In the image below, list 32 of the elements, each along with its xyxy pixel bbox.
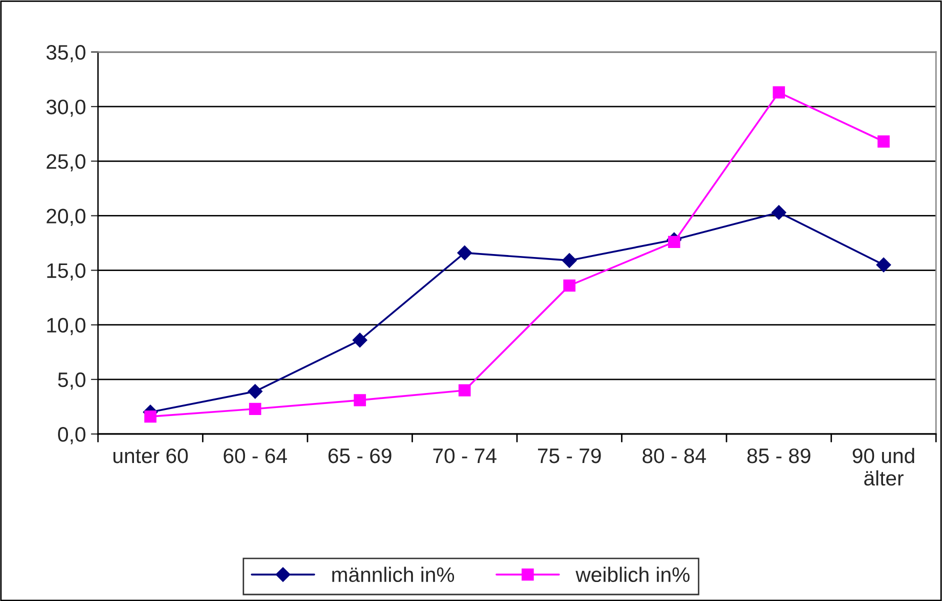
point [249,402,262,415]
point [354,394,366,406]
y-tick-label: 25,0 [46,154,86,172]
y-tick-label: 0,0 [58,427,86,444]
x-tick-label: 80 - 84 [642,448,706,464]
x-tick-label: 75 - 79 [538,448,601,464]
point [458,384,471,396]
legend-label: weiblich in% [576,566,690,582]
y-tick-label: 5,0 [58,372,86,390]
x-tick-label: 65 - 69 [328,448,392,464]
x-tick-label: 70 - 74 [433,448,496,464]
x-tick-label: 60 - 64 [224,448,287,464]
point [876,257,892,272]
point [771,205,786,220]
point [563,279,576,292]
point [457,245,472,260]
y-tick-label: 35,0 [46,45,86,62]
point [144,410,156,423]
point [878,135,890,148]
point [668,236,680,248]
x-tick-label: 85 - 89 [747,448,810,464]
point [352,332,368,348]
y-tick-label: 15,0 [47,263,86,280]
y-tick-label: 10,0 [47,318,86,336]
x-tick-label: 90 und älter [852,448,914,486]
point [772,86,785,98]
y-tick-label: 30,0 [46,100,86,117]
point [562,253,577,268]
point [248,384,263,399]
y-tick-label: 20,0 [46,208,86,226]
x-tick-label: unter 60 [114,448,188,464]
legend-label: männlich in% [332,566,454,582]
